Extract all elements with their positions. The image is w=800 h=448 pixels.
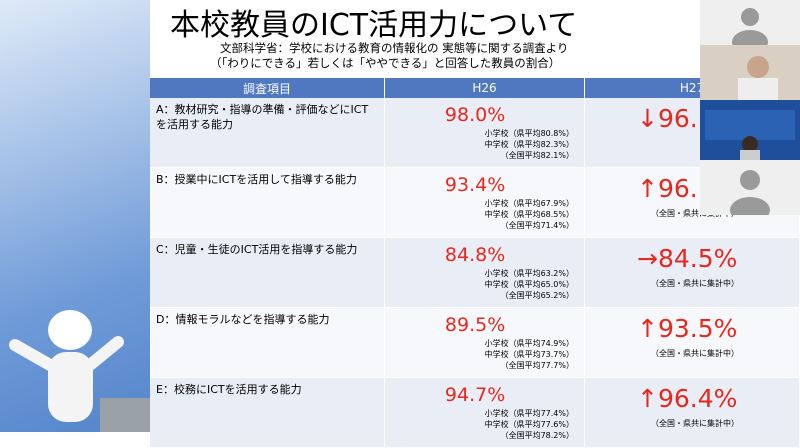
h27-value: ↑96.4% (637, 384, 738, 413)
item-cell: A：教材研究・指導の準備・評価などにICTを活用する能力 (150, 98, 385, 167)
h26-value: 89.5% (444, 314, 506, 336)
note: 小学校（県平均67.9%） (484, 199, 574, 208)
h27-value: →84.5% (637, 244, 738, 273)
item-text: D：情報モラルなどを指導する能力 (156, 313, 330, 326)
h26-notes: 小学校（県平均77.4%） 中学校（県平均77.6%） （全国平均78.2%） (485, 408, 574, 441)
h26-value: 94.7% (444, 384, 506, 406)
h26-cell: 93.4% 小学校（県平均67.9%） 中学校（県平均68.5%） （全国平均71.4… (385, 168, 585, 237)
h26-notes: 小学校（県平均80.8%） 中学校（県平均82.3%） （全国平均82.1%） (485, 128, 574, 161)
item-cell: E：校務にICTを活用する能力 (150, 378, 385, 447)
slide: 本校教員のICT活用力について 文部科学省：学校における教育の情報化の 実態等に… (150, 0, 800, 448)
note: 中学校（県平均68.5%） (484, 210, 574, 219)
h26-cell: 98.0% 小学校（県平均80.8%） 中学校（県平均82.3%） （全国平均82.1… (385, 98, 585, 167)
note: （全国・県共に集計中） (651, 349, 739, 358)
note: 中学校（県平均77.6%） (484, 420, 574, 429)
h27-value: ↑96. (637, 174, 698, 203)
h27-value: ↑93.5% (637, 314, 738, 343)
h26-notes: 小学校（県平均74.9%） 中学校（県平均73.7%） （全国平均77.7%） (485, 338, 574, 371)
note: （全国・県共に集計中） (651, 279, 739, 288)
avatar (732, 8, 768, 45)
item-cell: B：授業中にICTを活用して指導する能力 (150, 168, 385, 237)
table-row: A：教材研究・指導の準備・評価などにICTを活用する能力 98.0% 小学校（県平均… (150, 98, 800, 168)
subtitle: （「わりにできる」若しくは「ややできる」と回答した教員の割合） (210, 56, 561, 70)
table-row: C：児童・生徒のICT活用を指導する能力 84.8% 小学校（県平均63.2%） 中学… (150, 238, 800, 308)
h27-cell: ↑96.4% （全国・県共に集計中） (585, 378, 800, 447)
h26-cell: 84.8% 小学校（県平均63.2%） 中学校（県平均65.0%） （全国平均65.2… (385, 238, 585, 307)
h26-value: 93.4% (444, 174, 506, 196)
video-tile (700, 160, 800, 215)
note: （全国・県共に集計中） (651, 209, 739, 218)
item-text: C：児童・生徒のICT活用を指導する能力 (156, 243, 358, 256)
note: （全国平均65.2%） (500, 291, 574, 300)
note: （全国平均71.4%） (500, 221, 574, 230)
h27-cell: ↑96. （全国・県共に集計中） (585, 168, 800, 237)
h26-value: 98.0% (444, 104, 506, 126)
h26-value: 84.8% (444, 244, 506, 266)
note: （全国・県共に集計中） (651, 419, 739, 428)
note: 中学校（県平均82.3%） (484, 140, 574, 149)
h27-notes: （全国・県共に集計中） (651, 418, 739, 429)
table-row: B：授業中にICTを活用して指導する能力 93.4% 小学校（県平均67.9%） 中学… (150, 168, 800, 238)
item-text: E：校務にICTを活用する能力 (156, 383, 302, 396)
h26-notes: 小学校（県平均63.2%） 中学校（県平均65.0%） （全国平均65.2%） (485, 268, 574, 301)
h26-cell: 89.5% 小学校（県平均74.9%） 中学校（県平均73.7%） （全国平均77.7… (385, 308, 585, 377)
video-tile (700, 45, 800, 100)
header-cell: 調査項目 (150, 78, 385, 98)
participant-video (738, 56, 778, 100)
h27-cell: →84.5% （全国・県共に集計中） (585, 238, 800, 307)
video-tile (700, 0, 800, 45)
note: 中学校（県平均65.0%） (484, 280, 574, 289)
h27-notes: （全国・県共に集計中） (651, 348, 739, 359)
figure-illustration (9, 310, 150, 432)
h27-notes: （全国・県共に集計中） (651, 278, 739, 289)
video-tile (700, 100, 800, 160)
table-header: 調査項目 H26 H27 (150, 78, 800, 98)
note: 中学校（県平均73.7%） (484, 350, 574, 359)
participant-video (705, 110, 795, 160)
note: 小学校（県平均74.9%） (484, 339, 574, 348)
h26-cell: 94.7% 小学校（県平均77.4%） 中学校（県平均77.6%） （全国平均78.2… (385, 378, 585, 447)
h27-notes: （全国・県共に集計中） (651, 208, 739, 219)
slide-title: 本校教員のICT活用力について (170, 8, 578, 43)
item-text: A：教材研究・指導の準備・評価などにICTを活用する能力 (156, 103, 369, 131)
avatar (730, 170, 770, 215)
table-body: A：教材研究・指導の準備・評価などにICTを活用する能力 98.0% 小学校（県平均… (150, 98, 800, 448)
h27-value: ↓96. (637, 104, 698, 133)
table-row: E：校務にICTを活用する能力 94.7% 小学校（県平均77.4%） 中学校（県平均… (150, 378, 800, 448)
item-text: B：授業中にICTを活用して指導する能力 (156, 173, 357, 186)
subtitle: 文部科学省：学校における教育の情報化の 実態等に関する調査より (220, 41, 569, 55)
note: 小学校（県平均80.8%） (484, 129, 574, 138)
note: 小学校（県平均77.4%） (484, 409, 574, 418)
note: 小学校（県平均63.2%） (484, 269, 574, 278)
table-row: D：情報モラルなどを指導する能力 89.5% 小学校（県平均74.9%） 中学校（県平… (150, 308, 800, 378)
note: （全国平均82.1%） (500, 151, 574, 160)
h26-notes: 小学校（県平均67.9%） 中学校（県平均68.5%） （全国平均71.4%） (485, 198, 574, 231)
note: （全国平均77.7%） (500, 361, 574, 370)
item-cell: D：情報モラルなどを指導する能力 (150, 308, 385, 377)
item-cell: C：児童・生徒のICT活用を指導する能力 (150, 238, 385, 307)
table: 調査項目 H26 H27 A：教材研究・指導の準備・評価などにICTを活用する能… (150, 78, 800, 448)
header-cell: H26 (385, 78, 585, 98)
h27-cell: ↑93.5% （全国・県共に集計中） (585, 308, 800, 377)
